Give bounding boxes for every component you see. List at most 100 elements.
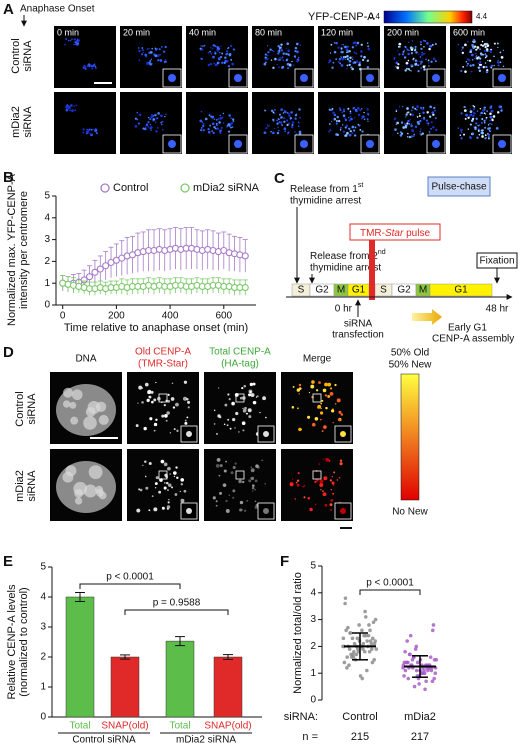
cell-dot: [212, 131, 215, 135]
centromere-dot: [261, 459, 263, 461]
cell-dot: [86, 128, 88, 131]
chromatin: [62, 471, 74, 483]
row-label: siRNA:: [284, 711, 318, 723]
cell-dot: [487, 124, 490, 126]
chromatin: [71, 389, 83, 401]
cell-dot: [85, 130, 89, 133]
centromere-dot: [183, 489, 187, 493]
data-point: [241, 252, 249, 260]
centromere-dot: [255, 464, 259, 468]
cell-dot: [351, 132, 354, 135]
cell-dot: [497, 59, 499, 61]
row-label: n =: [302, 731, 318, 743]
cell-dot: [335, 119, 338, 122]
centromere-dot: [182, 396, 187, 401]
cell-dot: [346, 131, 349, 135]
cell-dot: [338, 57, 342, 61]
data-point: [361, 647, 365, 651]
cell-dot: [264, 61, 267, 64]
centromere-dot: [215, 504, 218, 507]
cell-dot: [90, 64, 93, 66]
cell-dot: [483, 49, 486, 53]
cell-dot: [398, 106, 401, 108]
cell-dot: [343, 108, 345, 110]
cell-dot: [469, 108, 471, 110]
cell-dot: [411, 40, 414, 42]
cell-dot: [416, 105, 419, 108]
chromatin: [88, 465, 103, 480]
cell-dot: [460, 112, 463, 115]
centromere-dot: [227, 393, 230, 396]
inset-spot: [300, 74, 308, 82]
cell-dot: [467, 116, 470, 119]
p-value: p = 0.9588: [153, 598, 201, 609]
cell-dot: [331, 108, 334, 110]
cell-dot: [489, 115, 493, 119]
data-point: [360, 628, 364, 633]
cell-dot: [483, 107, 485, 109]
centromere-dot: [226, 424, 229, 427]
cell-dot: [337, 61, 340, 64]
centromere-dot: [292, 385, 295, 388]
centromere-dot: [239, 508, 243, 512]
centromere-dot: [311, 395, 314, 399]
cell-dot: [228, 114, 231, 117]
cell-dot: [213, 126, 216, 129]
cell-dot: [422, 106, 425, 109]
cell-dot: [480, 131, 484, 135]
cell-dot: [366, 118, 369, 121]
centromere-dot: [255, 396, 258, 398]
cell-dot: [403, 56, 407, 59]
cell-dot: [349, 130, 352, 132]
roi-box: [312, 470, 322, 480]
inset-spot: [168, 140, 176, 148]
cell-dot: [339, 127, 342, 129]
centromere-dot: [232, 496, 235, 499]
centromere-dot: [167, 399, 171, 403]
centromere-dot: [141, 401, 144, 404]
cell-dot: [267, 50, 270, 54]
cell-dot: [77, 39, 81, 42]
cell-dot: [221, 61, 224, 64]
centromere-dot: [319, 479, 324, 484]
cell-dot: [294, 114, 298, 117]
data-point: [348, 631, 352, 635]
x-tick-label: 600: [215, 311, 232, 322]
cell-dot: [481, 40, 484, 43]
fixation: Fixation: [479, 256, 514, 267]
centromere-dot: [215, 464, 220, 468]
cell-dot: [497, 64, 500, 67]
panel-label: B: [3, 169, 14, 186]
data-point: [401, 666, 405, 670]
cell-dot: [422, 117, 426, 120]
cell-dot: [427, 59, 430, 62]
cell-dot: [406, 48, 409, 51]
centromere-dot: [317, 404, 322, 409]
cell-dot: [406, 122, 409, 125]
cell-dot: [428, 131, 431, 133]
centromere-dot: [175, 466, 178, 469]
centromere-dot: [139, 488, 143, 492]
cell-dot: [469, 50, 473, 54]
cell-dot: [409, 46, 413, 50]
cell-dot: [349, 112, 352, 114]
cell-dot: [346, 124, 349, 127]
cell-dot: [410, 109, 413, 112]
centromere-dot: [228, 398, 231, 401]
centromere-dot: [151, 400, 154, 404]
cell-dot: [88, 128, 91, 131]
data-point: [365, 668, 369, 673]
cell-dot: [489, 50, 492, 54]
data-point: [342, 660, 347, 665]
cell-dot: [150, 114, 154, 117]
cell-dot: [264, 56, 267, 59]
centromere-dot: [167, 466, 171, 471]
cell-dot: [366, 59, 370, 62]
time-label: 200 min: [387, 27, 419, 37]
cell-dot: [484, 134, 487, 137]
cell-dot: [431, 43, 434, 46]
centromere-dot: [332, 484, 335, 486]
data-point: [417, 682, 421, 686]
cell-dot: [457, 44, 459, 46]
centromere-dot: [234, 462, 237, 465]
